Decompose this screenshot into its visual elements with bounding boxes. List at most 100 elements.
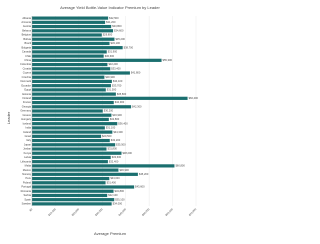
value-label: $36,400 [118, 121, 128, 125]
y-tick-label: Ireland [23, 130, 31, 134]
bar [32, 122, 118, 126]
value-label: $33,800 [112, 24, 122, 28]
value-label: $31,400 [107, 180, 117, 184]
value-label: $31,500 [107, 88, 117, 92]
value-label: $60,800 [175, 164, 185, 168]
chart: Average Yield Bottle-Value Indicator Pre… [6, 5, 199, 236]
bar [32, 164, 175, 168]
y-tick-label: India [25, 126, 31, 130]
y-tick-label: Portugal [21, 185, 31, 189]
value-label: $33,400 [111, 66, 121, 70]
x-tick-label: $10,000 [47, 207, 57, 217]
value-label: $34,000 [113, 202, 123, 206]
y-tick-label: Serbia [24, 193, 32, 197]
value-label: $35,100 [115, 197, 125, 201]
y-tick-label: Mexico [23, 168, 32, 172]
value-label: $34,900 [115, 100, 125, 104]
bar [32, 29, 114, 33]
value-label: $30,200 [104, 109, 114, 113]
bar [32, 105, 132, 109]
bar [32, 24, 112, 29]
y-tick-label: Israel [25, 134, 32, 138]
y-tick-label: Poland [23, 180, 32, 184]
y-tick-label: Kenya [24, 151, 32, 155]
y-tick-label: Sweden [22, 202, 32, 206]
y-tick-label: Colombia [20, 62, 32, 66]
bar [32, 202, 112, 206]
x-tick-label: $30,000 [94, 207, 104, 217]
y-tick-label: Italy [26, 138, 31, 142]
value-label: $33,100 [111, 41, 121, 45]
y-tick-label: Jordan [23, 147, 31, 151]
bar [32, 33, 102, 37]
x-axis-label: Average Premium [94, 231, 127, 236]
y-tick-label: Japan [24, 142, 32, 146]
y-tick-label: Iceland [23, 121, 32, 125]
y-tick-label: Georgia [22, 104, 32, 108]
y-tick-label: China [24, 58, 31, 62]
bar [32, 143, 116, 147]
value-label: $31,100 [106, 126, 116, 130]
y-tick-label: Albania [22, 16, 31, 20]
bar [32, 155, 111, 160]
y-tick-label: Austria [23, 24, 32, 28]
x-tick-label: $70,000 [188, 207, 198, 217]
y-tick-label: Greece [22, 113, 31, 117]
value-label: $38,200 [122, 151, 132, 155]
y-tick-label: Croatia [23, 66, 32, 70]
x-tick-label: $60,000 [164, 207, 174, 217]
value-label: $43,600 [135, 185, 145, 189]
bar [32, 67, 111, 71]
y-tick-label: Romania [21, 189, 32, 193]
bar [32, 37, 115, 41]
bar [32, 198, 115, 202]
y-axis-label: Leader [6, 111, 11, 124]
y-tick-label: France [23, 100, 32, 104]
y-tick-label: Chile [25, 54, 31, 58]
value-label: $42,300 [132, 104, 142, 108]
bar [32, 172, 138, 176]
x-tick-label: $20,000 [71, 207, 81, 217]
chart-title: Average Yield Bottle-Value Indicator Pre… [60, 5, 160, 10]
value-label: $66,400 [189, 96, 199, 100]
y-tick-label: Norway [22, 172, 31, 176]
bar [32, 168, 119, 172]
value-label: $33,900 [112, 113, 122, 117]
y-tick-label: Hungary [21, 117, 32, 121]
y-tick-label: Brazil [25, 41, 32, 45]
y-tick-label: Germany [20, 109, 31, 113]
x-tick-label: $0 [28, 207, 33, 212]
value-label: $35,800 [117, 92, 127, 96]
bar [32, 147, 107, 151]
value-label: $45,200 [139, 172, 149, 176]
y-tick-label: Armenia [21, 20, 31, 24]
bar [32, 92, 116, 96]
bar [32, 79, 112, 84]
y-tick-label: Egypt [24, 88, 31, 92]
x-tick-label: $40,000 [117, 207, 127, 217]
value-label: $34,600 [114, 28, 124, 32]
bar [32, 75, 105, 79]
bar [32, 126, 105, 130]
bar [32, 117, 109, 122]
bar [32, 96, 188, 100]
y-tick-label: Lithuania [20, 159, 31, 163]
y-tick-label: Czechia [22, 75, 32, 79]
value-label: $33,000 [110, 176, 120, 180]
bar [32, 54, 104, 58]
y-tick-label: Belgium [22, 33, 31, 37]
value-label: $38,700 [124, 45, 134, 49]
bar [32, 20, 106, 24]
bar [32, 62, 108, 67]
value-label: $30,900 [105, 75, 115, 79]
value-label: $34,300 [113, 130, 123, 134]
y-tick-label: Finland [22, 96, 31, 100]
y-tick-label: Canada [22, 50, 32, 54]
value-label: $31,800 [108, 147, 118, 151]
y-tick-label: Malta [25, 164, 32, 168]
value-label: $31,900 [108, 50, 118, 54]
value-label: $36,900 [119, 168, 129, 172]
value-label: $35,200 [115, 37, 125, 41]
bar [32, 193, 108, 198]
